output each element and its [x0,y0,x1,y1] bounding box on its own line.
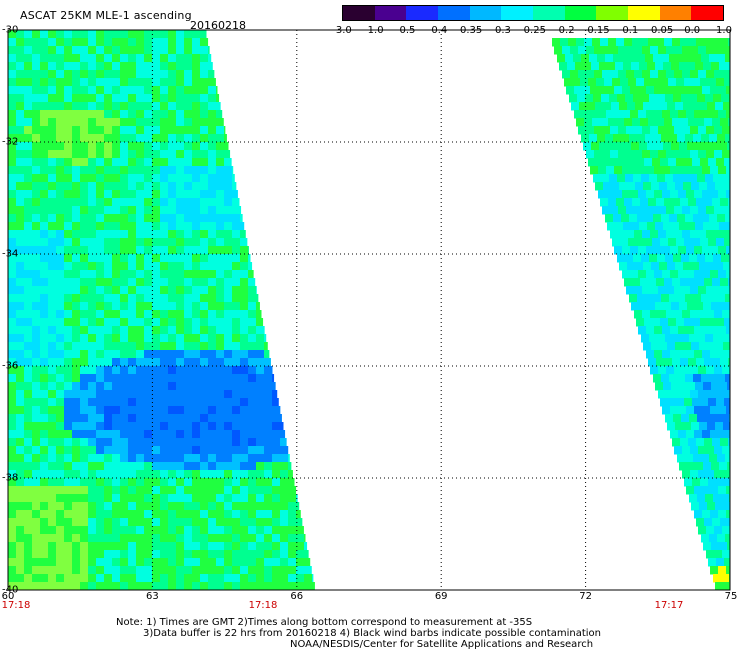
product-date: 20160218 [190,19,246,32]
map-frame [7,29,731,591]
colorbar-swatch [659,6,692,20]
longitude-tick-label: 63 [146,591,159,602]
latitude-tick-label: -38 [2,472,19,484]
colorbar-swatch [564,6,597,20]
colorbar-swatch [596,6,629,20]
longitude-tick-label: 75 [724,591,738,602]
note-line-1: Note: 1) Times are GMT 2)Times along bot… [116,617,533,628]
pass-time-label: 17:18 [248,600,278,611]
note-line-3: NOAA/NESDIS/Center for Satellite Applica… [290,639,594,650]
graticule [8,30,730,590]
latitude-tick-label: -32 [2,136,19,148]
latitude-tick-label: -40 [2,584,19,596]
colorbar-swatch [533,6,565,20]
swath-east [552,38,731,591]
colorbar-swatch [501,6,534,20]
product-title: ASCAT 25KM MLE-1 ascending [20,9,192,22]
swath-west [8,30,315,591]
longitude-tick-label: 66 [290,591,304,602]
colorbar [342,5,724,21]
colorbar-swatch [374,6,407,20]
colorbar-swatch [691,6,724,20]
pass-time-label: 17:18 [1,600,31,611]
latitude-tick-label: -36 [2,360,19,372]
latitude-tick-label: -30 [2,24,19,36]
latitude-tick-label: -34 [2,248,19,260]
longitude-tick-label: 60 [1,591,15,602]
longitude-tick-label: 72 [579,591,592,602]
colorbar-swatch [406,6,439,20]
colorbar-swatch [469,6,502,20]
pass-time-label: 17:17 [654,600,684,611]
note-line-2: 3)Data buffer is 22 hrs from 20160218 4)… [143,628,601,639]
colorbar-swatch [628,6,660,20]
colorbar-swatch [343,6,375,20]
colorbar-swatch [438,6,470,20]
longitude-tick-label: 69 [434,591,448,602]
